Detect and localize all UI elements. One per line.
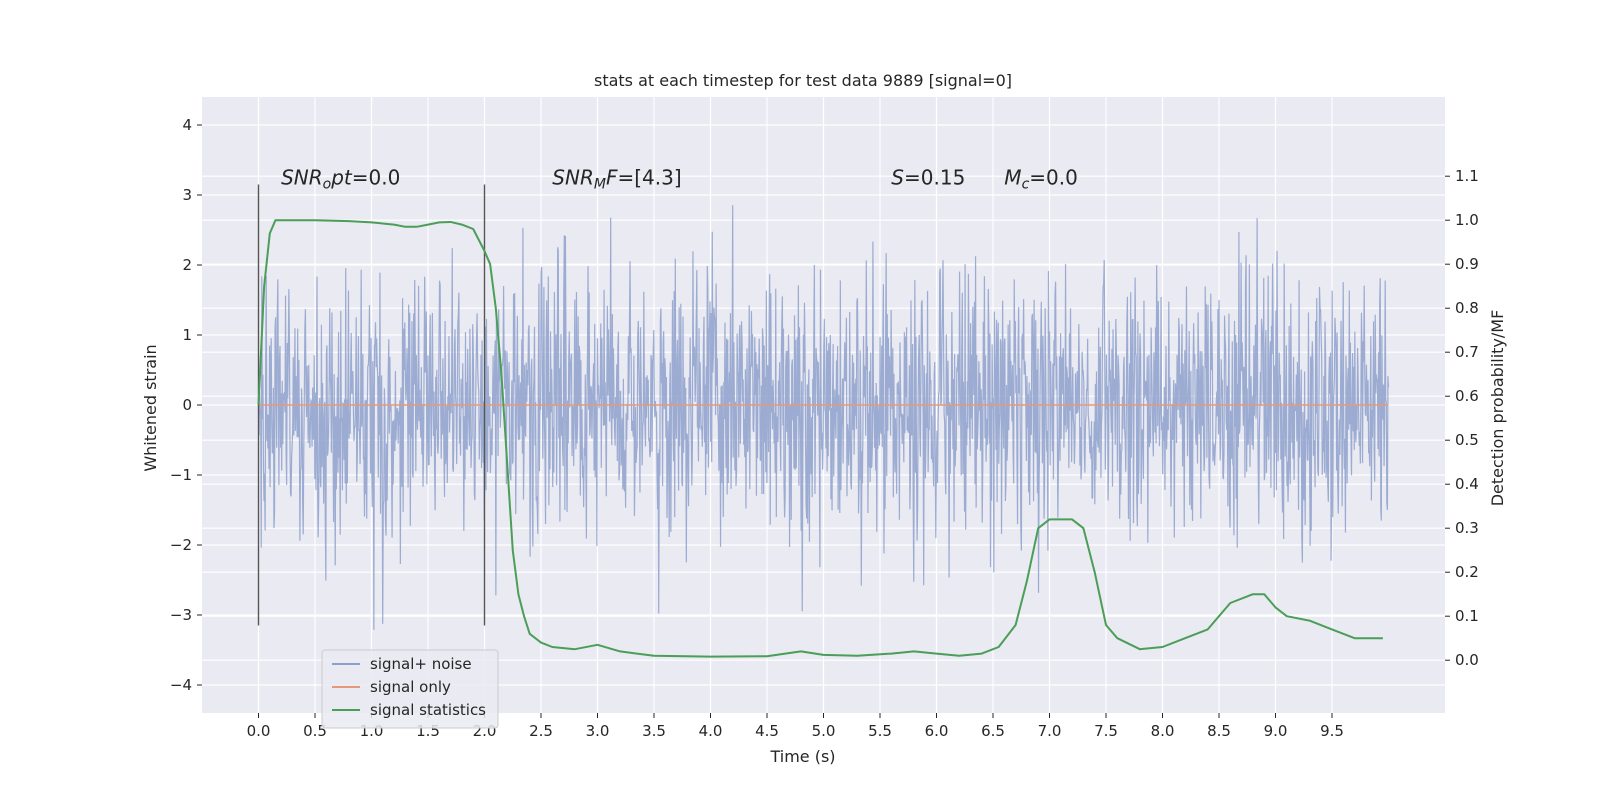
- x-axis-label: Time (s): [769, 747, 835, 766]
- legend-label: signal statistics: [370, 701, 486, 719]
- y-tick-label-right: 0.0: [1455, 651, 1479, 669]
- y-axis-label-left: Whitened strain: [141, 344, 160, 471]
- y-tick-label-right: 0.8: [1455, 299, 1479, 317]
- y-tick-label-left: −3: [170, 606, 192, 624]
- x-tick-label: 8.0: [1151, 722, 1175, 740]
- y-tick-label-left: 3: [182, 186, 192, 204]
- x-tick-label: 0.0: [247, 722, 271, 740]
- annotation: SNRMF=[4.3]: [552, 166, 681, 193]
- legend-label: signal only: [370, 678, 451, 696]
- legend-label: signal+ noise: [370, 655, 472, 673]
- y-tick-label-right: 0.5: [1455, 431, 1479, 449]
- chart-title: stats at each timestep for test data 988…: [594, 71, 1012, 90]
- y-tick-label-right: 0.6: [1455, 387, 1479, 405]
- y-tick-label-left: −4: [170, 676, 192, 694]
- x-tick-label: 5.0: [812, 722, 836, 740]
- x-tick-label: 9.0: [1264, 722, 1288, 740]
- annotation: SNRopt=0.0: [281, 166, 400, 193]
- y-tick-label-right: 0.3: [1455, 519, 1479, 537]
- y-tick-label-right: 1.1: [1455, 167, 1479, 185]
- x-tick-label: 8.5: [1207, 722, 1231, 740]
- y-tick-label-right: 0.1: [1455, 607, 1479, 625]
- y-tick-label-left: −1: [170, 466, 192, 484]
- x-tick-label: 4.0: [699, 722, 723, 740]
- y-tick-label-left: 1: [182, 326, 192, 344]
- x-tick-label: 2.5: [529, 722, 553, 740]
- y-tick-label-right: 0.9: [1455, 255, 1479, 273]
- x-tick-label: 3.5: [642, 722, 666, 740]
- y-tick-label-left: 4: [182, 116, 192, 134]
- x-tick-label: 4.5: [755, 722, 779, 740]
- x-tick-label: 6.0: [925, 722, 949, 740]
- annotation: Mc=0.0: [1004, 166, 1078, 193]
- x-tick-label: 7.5: [1094, 722, 1118, 740]
- y-tick-label-right: 1.0: [1455, 211, 1479, 229]
- y-tick-label-right: 0.4: [1455, 475, 1479, 493]
- series-signal-statistics: [257, 219, 1383, 658]
- x-tick-label: 5.5: [868, 722, 892, 740]
- x-tick-label: 9.5: [1320, 722, 1344, 740]
- y-tick-label-left: 0: [182, 396, 192, 414]
- legend: [321, 649, 499, 729]
- y-axis-label-right: Detection probability/MF: [1488, 310, 1507, 507]
- y-tick-label-left: 2: [182, 256, 192, 274]
- annotation: S=0.15: [891, 166, 965, 190]
- series-signal-noise: [257, 205, 1390, 630]
- x-tick-label: 3.0: [586, 722, 610, 740]
- y-tick-label-right: 0.7: [1455, 343, 1479, 361]
- x-tick-label: 6.5: [981, 722, 1005, 740]
- x-tick-label: 7.0: [1038, 722, 1062, 740]
- x-tick-label: 0.5: [303, 722, 327, 740]
- y-tick-label-right: 0.2: [1455, 563, 1479, 581]
- y-tick-label-left: −2: [170, 536, 192, 554]
